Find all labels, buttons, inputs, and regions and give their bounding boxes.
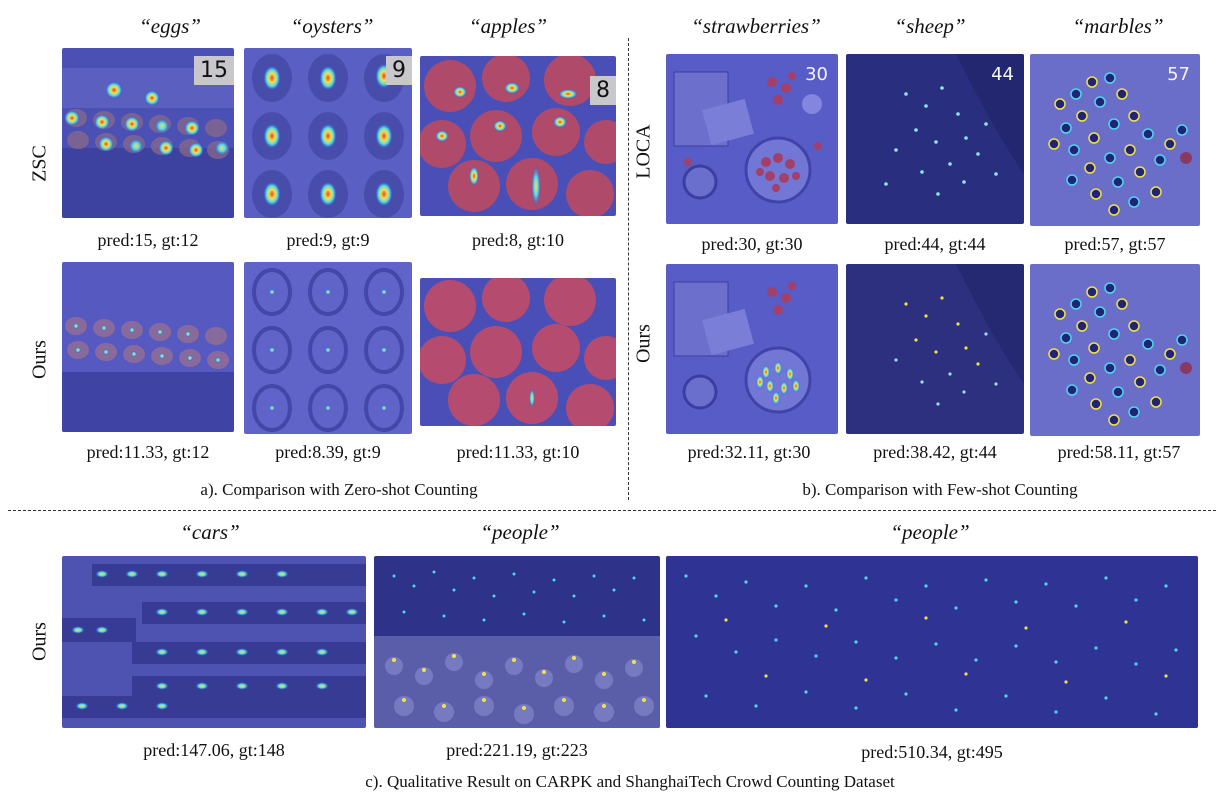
title-eggs: “eggs”: [139, 14, 201, 38]
title-oysters: “oysters”: [290, 14, 374, 38]
title-sheep: “sheep”: [894, 14, 966, 38]
section-caption-b: b). Comparison with Few-shot Counting: [802, 480, 1078, 499]
image-people-1: [374, 556, 660, 728]
caption-eggs-zsc: pred:15, gt:12: [97, 230, 199, 250]
image-apples-ours: [420, 278, 616, 426]
image-oysters-zsc: 9: [244, 48, 412, 218]
section-caption-a: a). Comparison with Zero-shot Counting: [200, 480, 478, 499]
image-sheep-loca: 44: [846, 54, 1024, 224]
row-label-ours-a: Ours: [28, 340, 51, 379]
title-apples: “apples”: [468, 14, 548, 38]
count-badge-apples: 8: [590, 76, 616, 105]
caption-cars: pred:147.06, gt:148: [143, 740, 285, 760]
caption-people-1: pred:221.19, gt:223: [446, 740, 588, 760]
section-caption-c: c). Qualitative Result on CARPK and Shan…: [365, 772, 895, 791]
image-cars: [62, 556, 366, 728]
image-strawberries-ours: [666, 264, 838, 434]
caption-marbles-loca: pred:57, gt:57: [1064, 234, 1166, 254]
caption-strawberries-ours: pred:32.11, gt:30: [687, 442, 811, 462]
caption-sheep-ours: pred:38.42, gt:44: [873, 442, 997, 462]
image-sheep-ours: [846, 264, 1024, 434]
image-marbles-ours: [1030, 264, 1200, 436]
caption-oysters-zsc: pred:9, gt:9: [286, 230, 370, 250]
row-label-loca: LOCA: [632, 124, 655, 179]
row-label-zsc: ZSC: [28, 145, 51, 182]
image-strawberries-loca: 30: [666, 54, 838, 224]
title-cars: “cars”: [180, 520, 240, 544]
count-badge-strawberries: 30: [805, 64, 828, 85]
vertical-divider: [628, 38, 629, 500]
title-strawberries: “strawberries”: [691, 14, 821, 38]
title-people-2: “people”: [890, 520, 970, 544]
image-apples-zsc: 8: [420, 56, 616, 216]
count-badge-marbles: 57: [1167, 64, 1190, 85]
row-label-ours-c: Ours: [28, 622, 51, 661]
caption-apples-ours: pred:11.33, gt:10: [456, 442, 580, 462]
image-eggs-ours: [62, 262, 234, 432]
image-oysters-ours: [244, 262, 412, 434]
count-badge-sheep: 44: [991, 64, 1014, 85]
image-marbles-loca: 57: [1030, 54, 1200, 226]
caption-sheep-loca: pred:44, gt:44: [884, 234, 986, 254]
count-badge-eggs: 15: [194, 56, 234, 85]
caption-oysters-ours: pred:8.39, gt:9: [275, 442, 381, 462]
caption-marbles-ours: pred:58.11, gt:57: [1057, 442, 1181, 462]
horizontal-divider: [8, 510, 1216, 511]
row-label-ours-b: Ours: [632, 324, 655, 363]
title-people-1: “people”: [480, 520, 560, 544]
caption-apples-zsc: pred:8, gt:10: [472, 230, 564, 250]
image-people-2: [666, 556, 1198, 728]
caption-people-2: pred:510.34, gt:495: [861, 742, 1003, 762]
caption-strawberries-loca: pred:30, gt:30: [701, 234, 803, 254]
caption-eggs-ours: pred:11.33, gt:12: [86, 442, 210, 462]
image-eggs-zsc: 15: [62, 48, 234, 218]
title-marbles: “marbles”: [1072, 14, 1164, 38]
count-badge-oysters: 9: [386, 56, 412, 85]
